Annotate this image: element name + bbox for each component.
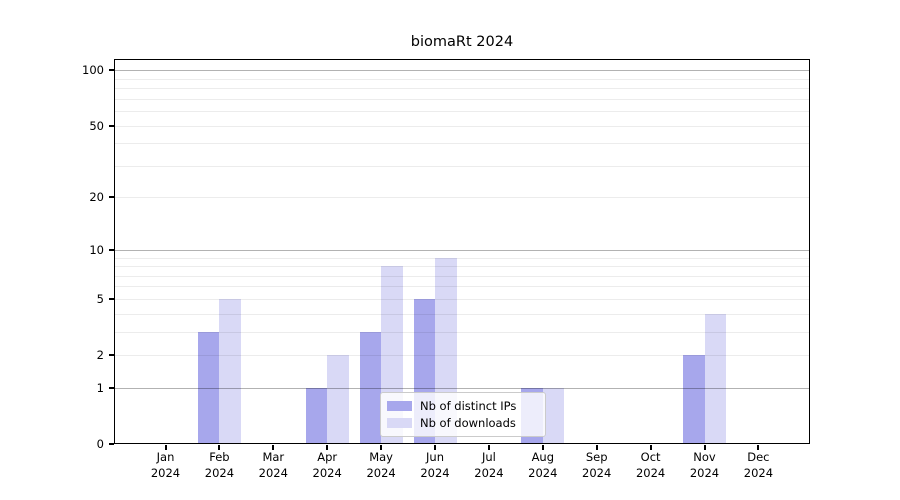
- bar-downloads-apr: [327, 355, 349, 443]
- x-tick-jul: [487, 445, 490, 450]
- gridline-50: [115, 125, 809, 127]
- x-tick-year-jun: 2024: [420, 465, 450, 480]
- x-tick-label-mar: Mar 2024: [245, 450, 301, 481]
- gridline-5: [115, 298, 809, 300]
- gridline-8: [115, 266, 809, 268]
- bar-downloads-aug: [542, 387, 565, 443]
- y-tick-label-20: 20: [89, 190, 104, 205]
- x-tick-dec: [757, 445, 760, 450]
- x-tick-apr: [326, 445, 329, 450]
- y-tick-2: [109, 354, 114, 357]
- y-tick-label-10: 10: [89, 242, 104, 257]
- bar-downloads-feb: [219, 298, 241, 443]
- y-tick-20: [109, 196, 114, 199]
- x-tick-label-sep: Sep 2024: [569, 450, 625, 481]
- y-tick-label-100: 100: [82, 63, 104, 78]
- y-tick-label-2: 2: [96, 348, 104, 363]
- x-tick-label-jul: Jul 2024: [461, 450, 517, 481]
- gridline-10: [115, 249, 809, 251]
- y-tick-1: [109, 386, 114, 389]
- x-tick-year-mar: 2024: [258, 465, 288, 480]
- x-tick-mar: [272, 445, 275, 450]
- chart-title: biomaRt 2024: [410, 34, 514, 50]
- y-tick-label-5: 5: [96, 291, 104, 306]
- x-tick-oct: [649, 445, 652, 450]
- x-tick-jun: [434, 445, 436, 450]
- y-tick-0: [109, 443, 114, 445]
- bar-distinct-ips-apr: [305, 387, 328, 443]
- y-tick-label-50: 50: [89, 118, 104, 133]
- x-tick-year-aug: 2024: [528, 465, 558, 480]
- x-tick-jan: [164, 445, 167, 450]
- legend-label-distinct-ips: Nb of distinct IPs: [420, 399, 517, 413]
- x-tick-sep: [595, 445, 598, 450]
- x-tick-label-aug: Aug 2024: [515, 450, 571, 481]
- x-tick-year-apr: 2024: [312, 465, 342, 480]
- x-tick-label-jun: Jun 2024: [407, 450, 463, 481]
- bar-distinct-ips-nov: [683, 355, 705, 443]
- legend-item-distinct-ips: Nb of distinct IPs: [387, 400, 545, 412]
- x-tick-year-nov: 2024: [689, 465, 720, 480]
- x-tick-feb: [218, 445, 221, 450]
- gridline-6: [115, 286, 809, 288]
- x-tick-may: [380, 445, 383, 450]
- gridline-90: [115, 78, 809, 80]
- y-tick-100: [109, 69, 114, 72]
- legend-item-downloads: Nb of downloads: [387, 417, 545, 429]
- gridline-3: [115, 331, 809, 333]
- bar-distinct-ips-feb: [197, 331, 220, 443]
- x-tick-aug: [541, 445, 544, 450]
- bar-downloads-nov: [704, 313, 726, 443]
- gridline-2: [115, 355, 809, 357]
- x-tick-year-sep: 2024: [582, 465, 612, 480]
- y-tick-50: [109, 124, 114, 127]
- x-tick-label-jan: Jan 2024: [138, 450, 194, 481]
- x-tick-label-may: May 2024: [353, 450, 409, 481]
- x-tick-year-may: 2024: [366, 465, 396, 480]
- y-tick-10: [109, 248, 114, 251]
- x-tick-label-dec: Dec 2024: [730, 450, 786, 481]
- gridline-20: [115, 197, 809, 199]
- gridline-4: [115, 313, 809, 315]
- x-tick-year-dec: 2024: [743, 465, 774, 480]
- gridline-30: [115, 165, 809, 167]
- x-tick-year-oct: 2024: [635, 465, 666, 480]
- legend-swatch-downloads-icon: [387, 418, 412, 428]
- gridline-1: [115, 387, 809, 389]
- x-tick-label-oct: Oct 2024: [623, 450, 679, 481]
- x-tick-nov: [703, 445, 706, 450]
- gridline-80: [115, 88, 809, 90]
- x-tick-label-nov: Nov 2024: [677, 450, 733, 481]
- legend-swatch-distinct-ips-icon: [387, 401, 412, 411]
- gridline-40: [115, 143, 809, 145]
- bar-distinct-ips-may: [359, 331, 382, 443]
- y-tick-label-1: 1: [96, 380, 104, 395]
- x-tick-label-apr: Apr 2024: [299, 450, 355, 481]
- legend-label-downloads: Nb of downloads: [420, 416, 516, 430]
- x-tick-year-jul: 2024: [474, 465, 504, 480]
- gridline-7: [115, 275, 809, 277]
- gridline-100: [115, 70, 809, 72]
- gridline-70: [115, 98, 809, 100]
- x-tick-year-feb: 2024: [204, 465, 235, 480]
- y-tick-5: [109, 297, 114, 300]
- x-tick-year-jan: 2024: [150, 465, 181, 480]
- x-tick-label-feb: Feb 2024: [191, 450, 247, 481]
- gridline-60: [115, 111, 809, 113]
- y-tick-label-0: 0: [96, 437, 104, 451]
- legend: Nb of distinct IPs Nb of downloads: [380, 392, 546, 437]
- gridline-9: [115, 257, 809, 259]
